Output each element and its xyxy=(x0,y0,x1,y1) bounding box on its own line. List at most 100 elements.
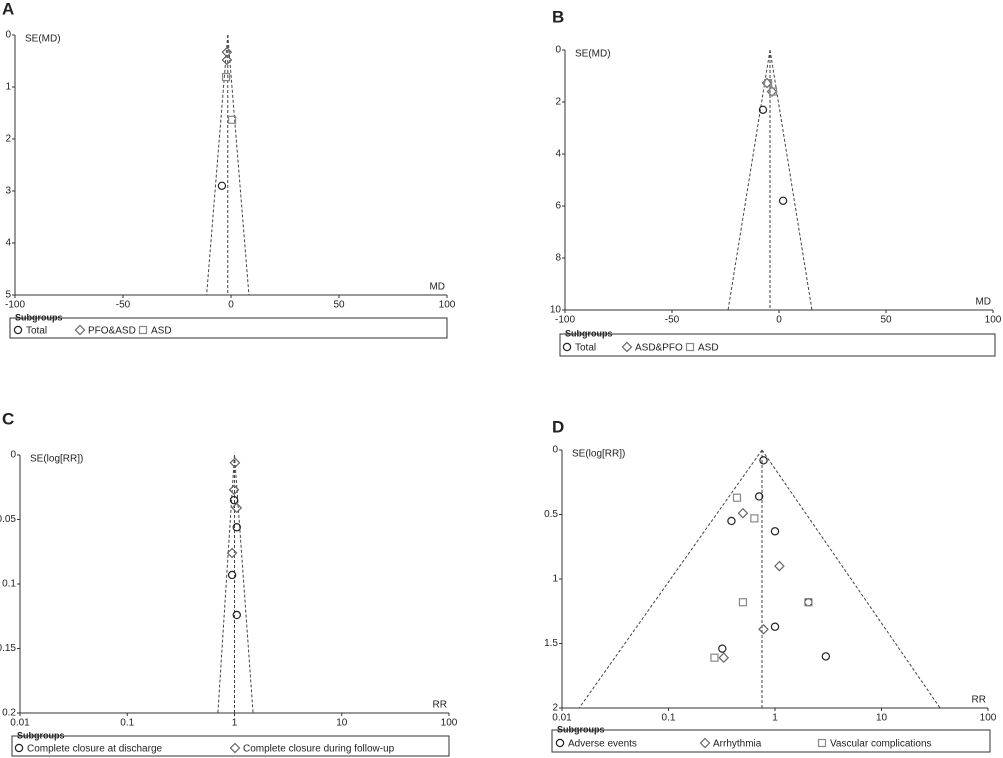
point xyxy=(759,456,768,465)
point xyxy=(804,598,813,607)
point xyxy=(228,484,240,496)
point xyxy=(699,737,711,749)
point xyxy=(229,742,241,754)
y-axis-label: SE(log[RR]) xyxy=(572,449,625,460)
point xyxy=(817,738,827,748)
y-tick-label: 4 xyxy=(555,149,561,160)
y-tick-label: 1 xyxy=(5,82,11,93)
point xyxy=(718,652,730,664)
legend-title: Subgroups xyxy=(565,328,613,338)
legend-box xyxy=(551,729,991,753)
x-tick-label: 0.1 xyxy=(662,713,676,724)
panel-label: A xyxy=(2,0,14,18)
x-tick-label: 0.1 xyxy=(120,718,134,729)
point xyxy=(774,560,785,572)
point xyxy=(229,457,241,469)
legend-label: ASD xyxy=(698,343,719,354)
y-tick-label: 5 xyxy=(5,290,11,301)
x-tick-label: -50 xyxy=(665,315,680,326)
point xyxy=(758,623,769,635)
point xyxy=(232,523,241,532)
point xyxy=(738,598,748,607)
point xyxy=(13,325,23,335)
legend-label: PFO&ASD xyxy=(88,326,136,337)
x-tick-label: 0.01 xyxy=(10,718,30,729)
legend-title: Subgroups xyxy=(557,724,605,734)
y-tick-label: 2 xyxy=(552,703,558,714)
point xyxy=(221,73,231,82)
y-tick-label: 1.5 xyxy=(544,638,558,649)
y-tick-label: 8 xyxy=(555,253,561,264)
point xyxy=(710,653,719,662)
point xyxy=(737,507,749,519)
y-axis-label: SE(log[RR]) xyxy=(30,454,83,465)
y-tick-label: 1 xyxy=(552,574,558,585)
point xyxy=(727,516,736,526)
legend-label: Total xyxy=(575,343,596,354)
x-tick-label: 50 xyxy=(880,315,892,326)
point xyxy=(138,325,148,335)
point xyxy=(685,342,695,352)
point xyxy=(763,78,773,88)
point xyxy=(226,547,238,559)
y-tick-label: 0 xyxy=(555,45,561,56)
point xyxy=(821,652,831,661)
panel-label: D xyxy=(552,417,564,436)
legend-box xyxy=(11,735,450,757)
legend-label: ASD xyxy=(151,326,172,337)
legend-box xyxy=(559,333,996,357)
point xyxy=(770,527,780,536)
point xyxy=(758,105,768,115)
x-tick-label: -100 xyxy=(555,315,575,326)
point xyxy=(621,341,633,353)
y-tick-label: 6 xyxy=(555,201,561,212)
legend-label: Vascular complications xyxy=(830,739,932,750)
legend-title: Subgroups xyxy=(15,312,63,322)
funnel-line xyxy=(761,449,941,709)
x-tick-label: 1 xyxy=(232,718,238,729)
point xyxy=(227,115,237,124)
y-tick-label: 0.5 xyxy=(544,509,558,520)
legend-box xyxy=(9,317,448,339)
funnel-line xyxy=(217,454,235,714)
x-tick-label: 1 xyxy=(772,713,778,724)
x-tick-label: 10 xyxy=(336,718,348,729)
point xyxy=(804,598,813,607)
y-tick-label: 0.15 xyxy=(0,643,16,654)
point xyxy=(768,87,778,96)
funnel-line xyxy=(206,34,229,296)
funnel-line xyxy=(227,34,250,296)
x-tick-label: 100 xyxy=(985,315,1002,326)
y-tick-label: 0.05 xyxy=(0,514,16,525)
point xyxy=(74,324,86,336)
legend-label: ASD&PFO xyxy=(635,343,683,354)
point xyxy=(770,622,780,631)
point xyxy=(14,743,24,753)
panel-label: B xyxy=(552,7,564,26)
point xyxy=(718,644,727,653)
y-tick-label: 2 xyxy=(5,134,11,145)
point xyxy=(555,738,565,748)
point xyxy=(750,514,759,523)
x-axis-label: MD xyxy=(975,297,991,308)
funnel-line xyxy=(769,49,813,311)
point xyxy=(232,610,241,620)
funnel-line xyxy=(234,454,254,714)
point xyxy=(229,495,239,505)
y-tick-label: 0 xyxy=(10,450,16,461)
point xyxy=(221,54,233,66)
point xyxy=(221,46,233,58)
legend-label: Complete closure during follow-up xyxy=(243,744,395,755)
x-axis-label: RR xyxy=(972,695,986,706)
x-tick-label: 0.01 xyxy=(552,713,572,724)
legend-title: Subgroups xyxy=(17,730,65,740)
legend-label: Total xyxy=(26,326,47,337)
x-tick-label: -50 xyxy=(116,300,131,311)
funnel-line xyxy=(578,449,763,709)
panel-label: C xyxy=(2,409,14,428)
point xyxy=(231,502,243,514)
x-tick-label: 100 xyxy=(439,300,456,311)
y-tick-label: 3 xyxy=(5,186,11,197)
point xyxy=(732,493,742,502)
